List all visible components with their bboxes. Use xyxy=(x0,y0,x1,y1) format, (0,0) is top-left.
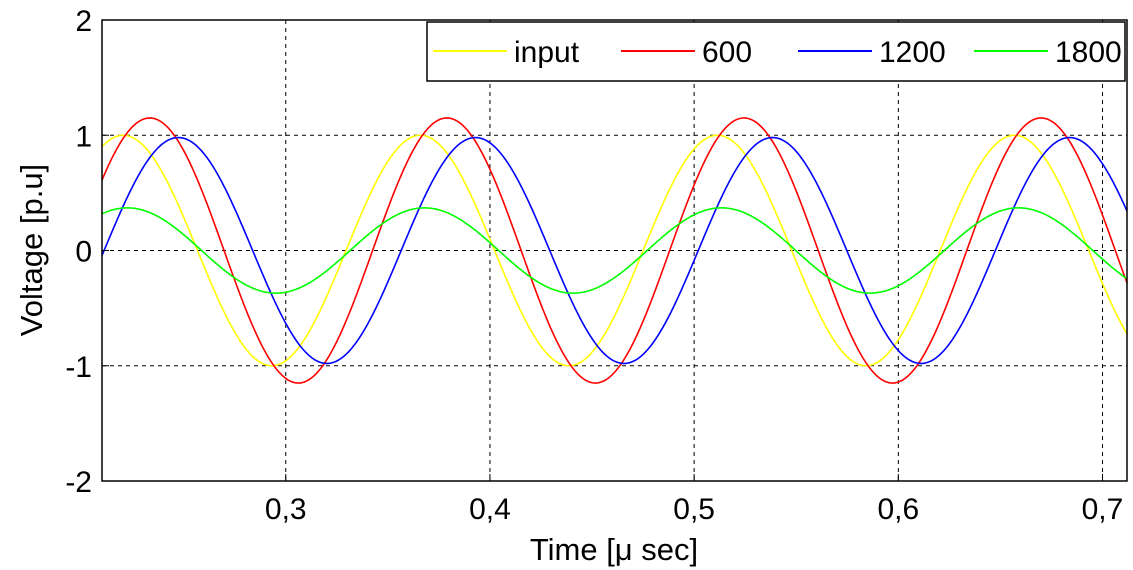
legend: input 600 1200 1800 xyxy=(426,21,1126,82)
y-tick-label: -1 xyxy=(65,351,92,384)
x-axis-label: Time [μ sec] xyxy=(530,532,698,567)
series-line-1800 xyxy=(101,207,1128,294)
legend-label-1800: 1800 xyxy=(1055,36,1122,69)
y-tick-label: 0 xyxy=(75,236,92,269)
x-tick-label: 0,4 xyxy=(469,493,511,526)
y-tick-label: 1 xyxy=(75,120,92,153)
legend-label-input: input xyxy=(514,36,580,69)
x-tick-label: 0,5 xyxy=(673,493,715,526)
series-layer xyxy=(101,117,1128,384)
series-line-input xyxy=(101,134,1128,367)
legend-label-1200: 1200 xyxy=(879,36,946,69)
y-tick-label: -2 xyxy=(65,466,92,499)
y-axis-label: Voltage [p.u] xyxy=(14,164,49,336)
series-line-600 xyxy=(101,117,1128,384)
x-tick-label: 0,6 xyxy=(877,493,919,526)
series-line-1200 xyxy=(101,136,1128,365)
x-tick-label: 0,3 xyxy=(265,493,307,526)
x-tick-label: 0,7 xyxy=(1082,493,1124,526)
legend-label-600: 600 xyxy=(702,36,752,69)
y-tick-label: 2 xyxy=(75,5,92,38)
tick-layer: 0,3 0,4 0,5 0,6 0,7 -2 -1 0 1 2 xyxy=(65,5,1123,526)
grid-layer xyxy=(102,20,1127,481)
